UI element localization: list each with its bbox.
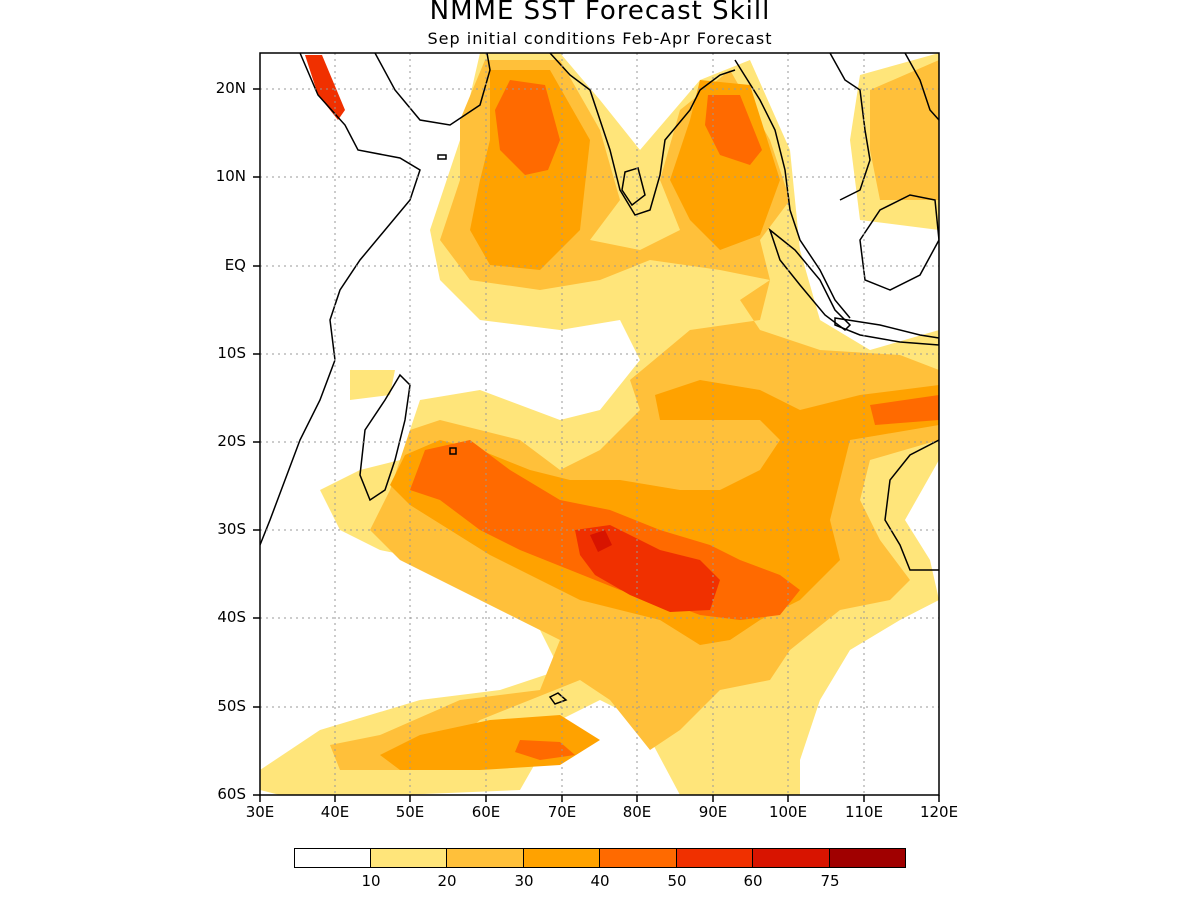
colorbar-swatch [599, 848, 677, 868]
borneo-island [859, 194, 939, 291]
map-gridlines [260, 53, 939, 795]
reunion-island [449, 447, 457, 455]
axis-ticks [253, 88, 940, 802]
skill-region-50-60 [575, 525, 720, 612]
lon-label: 70E [547, 803, 577, 821]
colorbar-label: 60 [743, 872, 763, 890]
indochina-coastline [734, 59, 851, 319]
colorbar-label: 40 [590, 872, 610, 890]
lat-label: 30S [217, 520, 246, 538]
colorbar-swatch [523, 848, 600, 868]
africa-coastline [260, 53, 421, 546]
skill-region-40-50 [495, 80, 560, 175]
se-asia-coastline [829, 53, 871, 201]
skill-region-10-20 [350, 370, 395, 400]
lon-label: 100E [768, 803, 808, 821]
map-title: NMME SST Forecast Skill [429, 0, 771, 26]
philippines-island [904, 53, 939, 121]
colorbar-swatch [370, 848, 447, 868]
lat-label: 50S [217, 697, 246, 715]
colorbar-label: 20 [437, 872, 457, 890]
sri-lanka-island [621, 167, 646, 207]
lat-label: 10N [215, 167, 246, 185]
skill-region-50-60 [305, 55, 345, 120]
socotra-island [437, 154, 447, 160]
colorbar-swatch [294, 848, 371, 868]
lat-label: EQ [224, 256, 246, 274]
lon-label: 120E [919, 803, 959, 821]
lon-label: 50E [395, 803, 425, 821]
lon-label: 30E [245, 803, 275, 821]
skill-region-20-30 [870, 60, 939, 200]
skill-region-30-40 [390, 380, 939, 645]
madagascar-island [359, 373, 411, 502]
skill-region-30-40 [670, 80, 780, 250]
lon-label: 90E [698, 803, 728, 821]
lat-label: 60S [217, 785, 246, 803]
map-subtitle: Sep initial conditions Feb-Apr Forecast [427, 29, 773, 48]
colorbar-label: 75 [820, 872, 840, 890]
india-coastline [549, 53, 736, 216]
colorbar-label: 30 [514, 872, 534, 890]
lat-label: 20N [215, 79, 246, 97]
lon-label: 110E [844, 803, 884, 821]
skill-region-60-75 [590, 530, 612, 552]
kerguelen-island [548, 692, 568, 705]
skill-region-40-50 [705, 95, 762, 165]
colorbar-swatch [446, 848, 524, 868]
lat-label: 20S [217, 432, 246, 450]
coastlines [260, 53, 939, 705]
skill-region-40-50 [870, 395, 939, 425]
colorbar-swatch [752, 848, 830, 868]
skill-region-40-50 [515, 740, 575, 760]
colorbar-label: 10 [361, 872, 381, 890]
australia-coastline [884, 439, 939, 571]
lat-label: 40S [217, 608, 246, 626]
map-frame [259, 52, 940, 796]
colorbar-swatch [829, 848, 906, 868]
arabia-coastline [374, 53, 491, 126]
lon-label: 40E [320, 803, 350, 821]
skill-shading [260, 53, 939, 795]
lon-label: 80E [622, 803, 652, 821]
lon-label: 60E [471, 803, 501, 821]
java-island [834, 317, 939, 346]
sumatra-island [768, 227, 852, 331]
colorbar-label: 50 [667, 872, 687, 890]
colorbar-swatch [676, 848, 753, 868]
lat-label: 10S [217, 344, 246, 362]
